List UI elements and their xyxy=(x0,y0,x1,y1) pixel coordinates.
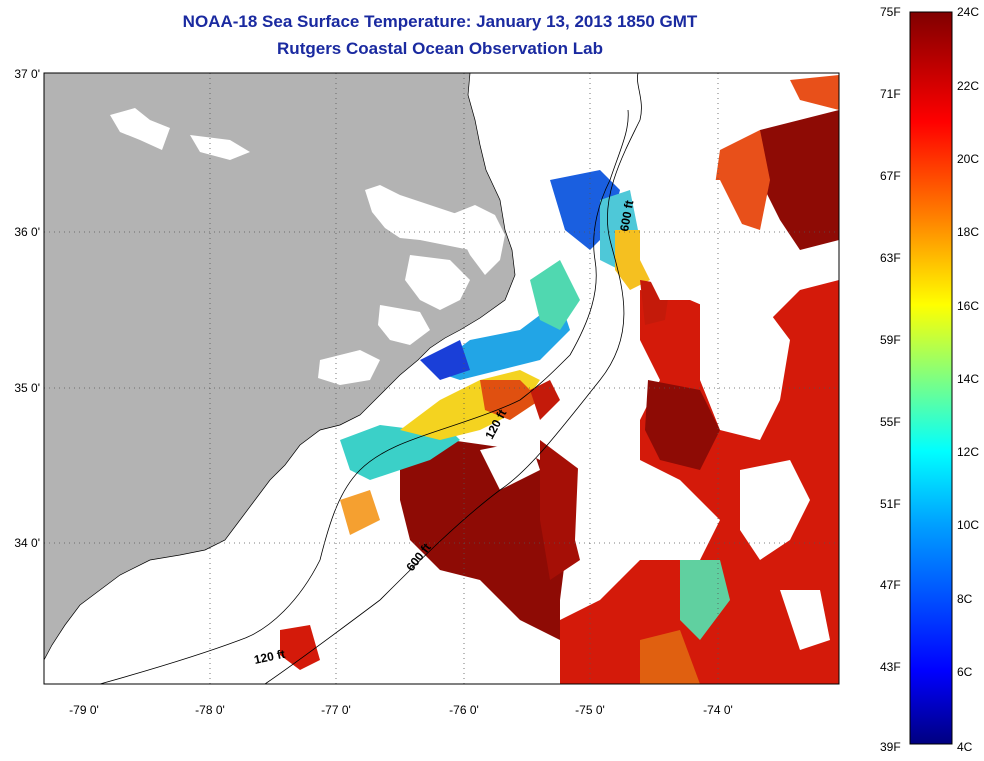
sst-data xyxy=(280,75,839,684)
cb-f-label: 51F xyxy=(880,497,901,511)
cb-c-label: 10C xyxy=(957,518,980,532)
lon-tick-label: -75 0' xyxy=(575,703,605,717)
cb-c-label: 8C xyxy=(957,592,973,606)
map-subtitle: Rutgers Coastal Ocean Observation Lab xyxy=(277,39,603,58)
cb-f-label: 43F xyxy=(880,660,901,674)
lon-tick-label: -76 0' xyxy=(449,703,479,717)
colorbar xyxy=(909,11,953,745)
lat-tick-label: 35 0' xyxy=(14,381,40,395)
lon-tick-label: -77 0' xyxy=(321,703,351,717)
lat-tick-label: 37 0' xyxy=(14,67,40,81)
lon-tick-label: -79 0' xyxy=(69,703,99,717)
bathymetry-contours xyxy=(99,73,642,684)
cb-c-label: 18C xyxy=(957,225,980,239)
cb-f-label: 55F xyxy=(880,415,901,429)
map-frame xyxy=(43,72,840,685)
map-title: NOAA-18 Sea Surface Temperature: January… xyxy=(182,12,698,31)
cb-f-label: 75F xyxy=(880,5,901,19)
lon-tick-label: -74 0' xyxy=(703,703,733,717)
cb-f-label: 63F xyxy=(880,251,901,265)
cb-c-label: 4C xyxy=(957,740,973,754)
cb-c-label: 16C xyxy=(957,299,980,313)
cb-f-label: 59F xyxy=(880,333,901,347)
graticule xyxy=(44,73,839,684)
cb-f-label: 47F xyxy=(880,578,901,592)
cb-c-label: 14C xyxy=(957,372,980,386)
contour-label: 120 ft xyxy=(253,647,287,667)
cb-c-label: 22C xyxy=(957,79,980,93)
lat-tick-label: 34 0' xyxy=(14,536,40,550)
cb-f-label: 71F xyxy=(880,87,901,101)
contour-label: 600 ft xyxy=(617,199,636,232)
lat-ticks: 37 0' 36 0' 35 0' 34 0' xyxy=(14,67,40,550)
cb-c-label: 24C xyxy=(957,5,980,19)
lon-tick-label: -78 0' xyxy=(195,703,225,717)
lat-tick-label: 36 0' xyxy=(14,225,40,239)
cb-f-label: 67F xyxy=(880,169,901,183)
lon-ticks: -79 0' -78 0' -77 0' -76 0' -75 0' -74 0… xyxy=(69,703,733,717)
cb-c-label: 12C xyxy=(957,445,980,459)
cb-f-label: 39F xyxy=(880,740,901,754)
cb-c-label: 6C xyxy=(957,665,973,679)
cb-c-label: 20C xyxy=(957,152,980,166)
